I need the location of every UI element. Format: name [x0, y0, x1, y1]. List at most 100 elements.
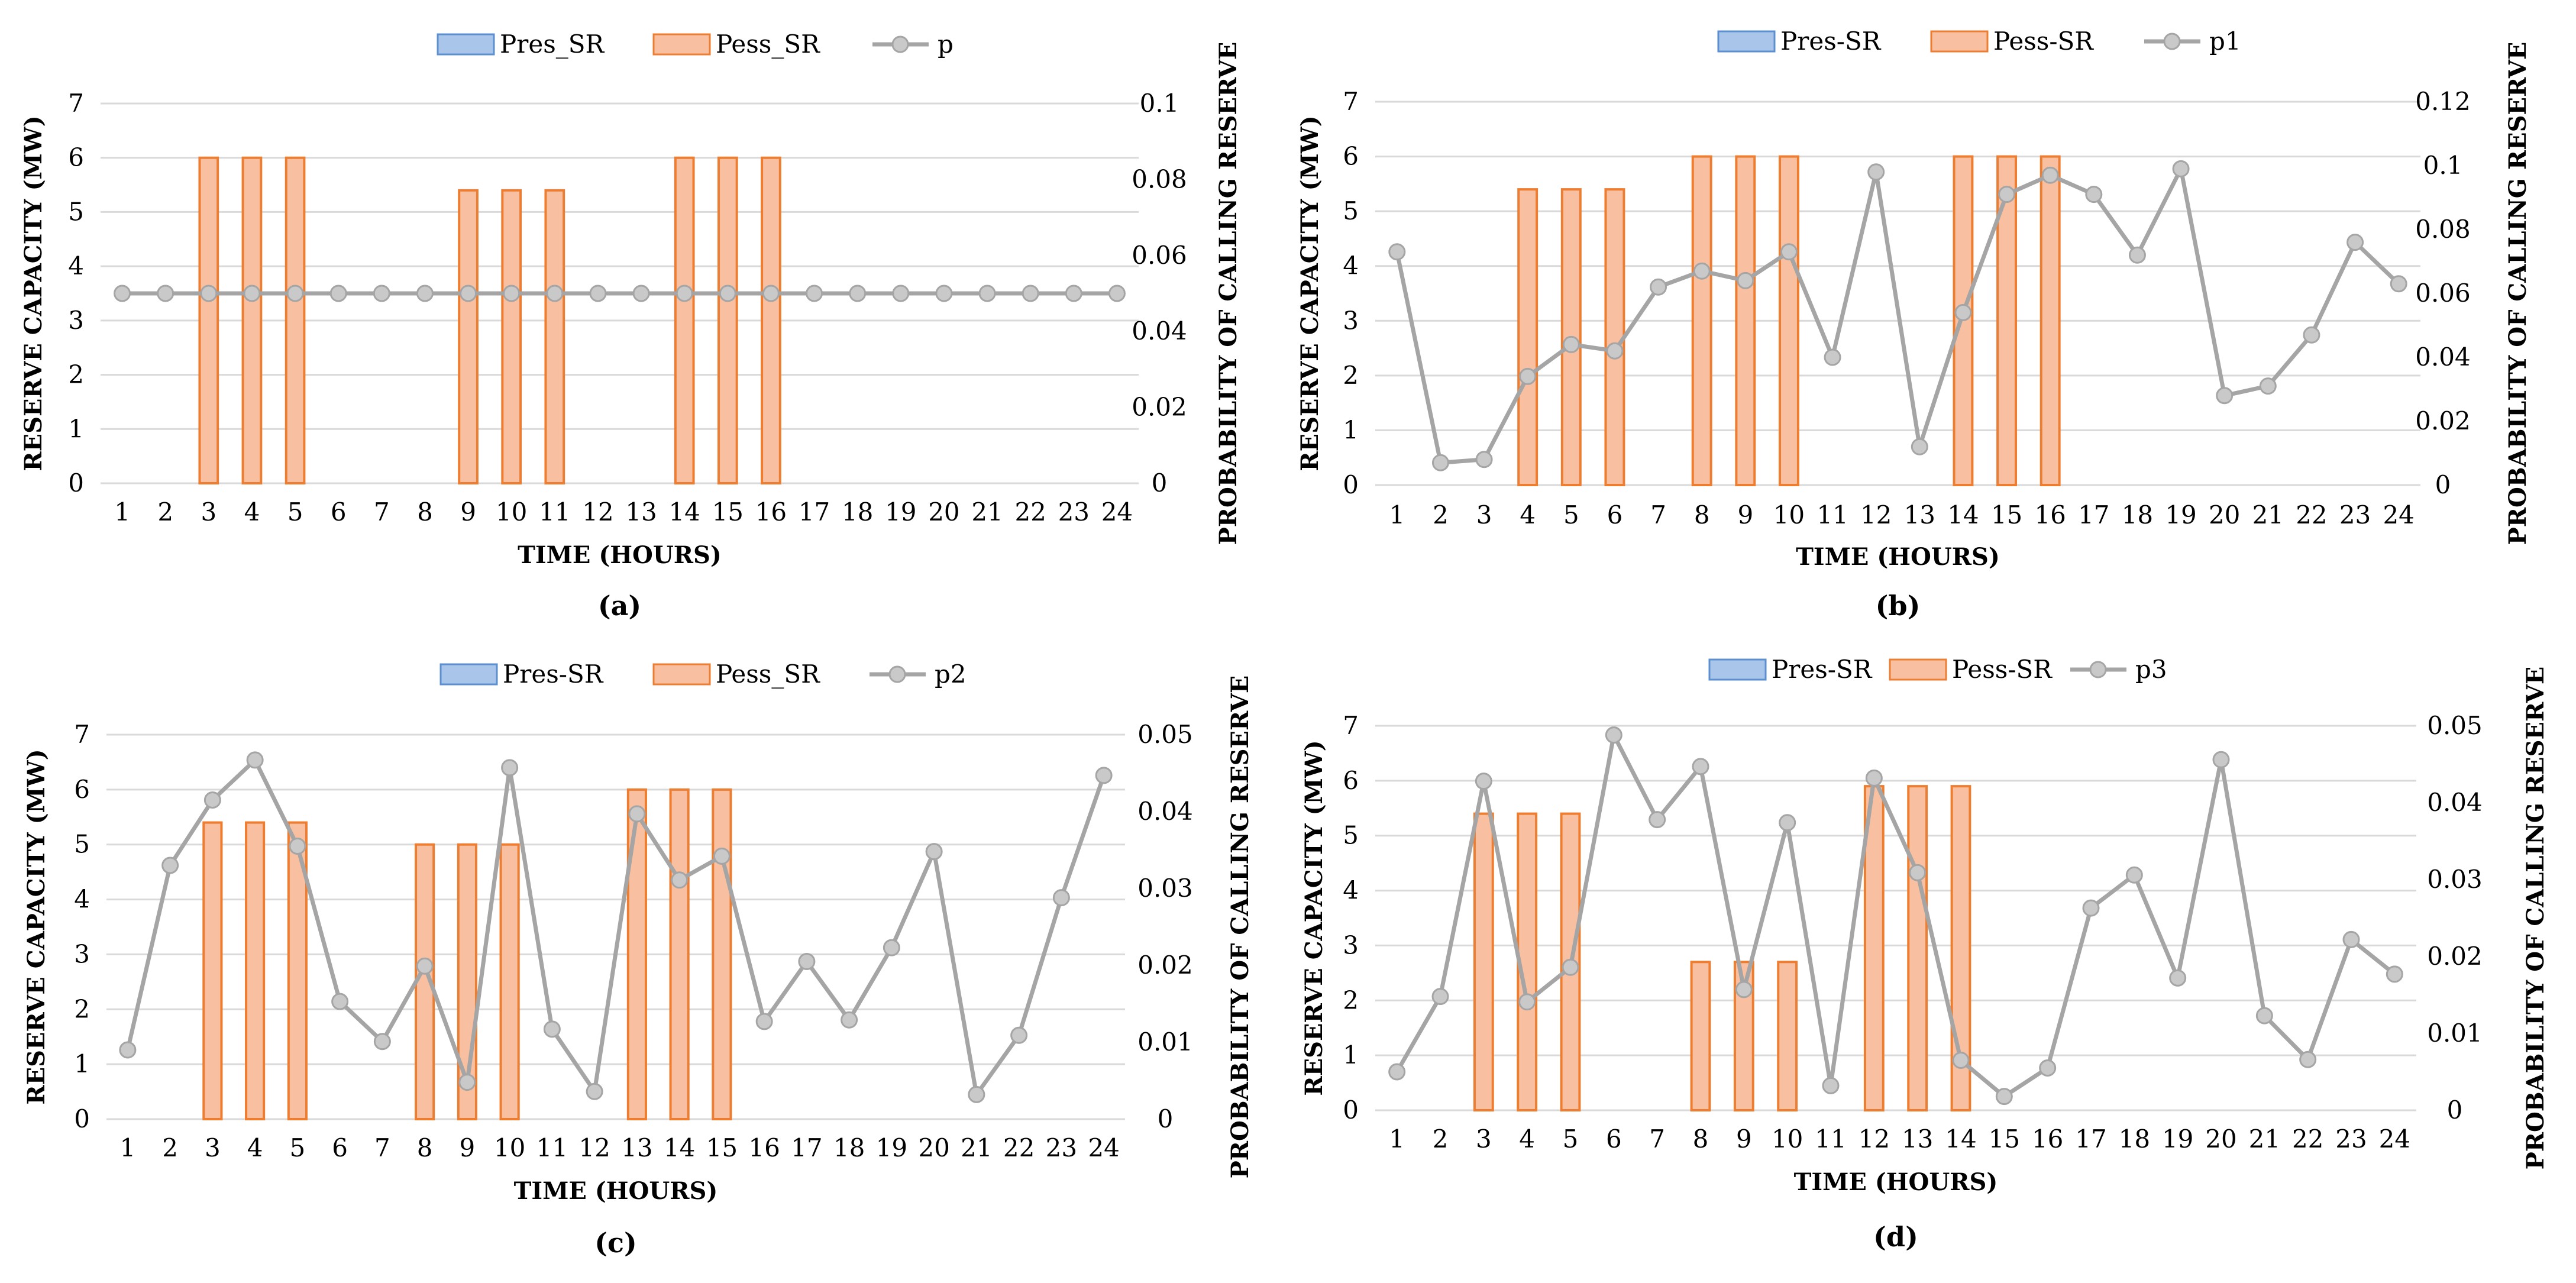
x-tick-label: 8	[417, 1133, 433, 1162]
y-tick-label: 1	[1343, 1040, 1359, 1069]
x-tick-label: 22	[2296, 500, 2327, 529]
probability-line	[1395, 733, 2396, 1099]
probability-point	[1388, 1063, 1406, 1081]
y-tick-label: 1	[74, 1049, 90, 1078]
probability-point	[329, 285, 347, 302]
y2-tick-label: 0.06	[1132, 241, 1187, 270]
probability-point	[1562, 958, 1579, 976]
probability-point	[1995, 1088, 2013, 1106]
x-tick-label: 8	[417, 497, 433, 526]
pess-bar	[499, 843, 520, 1120]
y-tick-label: 4	[1343, 876, 1359, 905]
pess-bar	[674, 156, 695, 484]
probability-point	[1605, 726, 1622, 744]
probability-point	[762, 285, 780, 302]
probability-point	[1650, 278, 1667, 296]
pess-bar	[198, 156, 219, 484]
pess-bar	[458, 189, 479, 484]
x-tick-label: 11	[1815, 1124, 1846, 1153]
probability-point	[1475, 773, 1492, 790]
x-tick-label: 9	[460, 1133, 476, 1162]
legend-label-pess: Pess-SR	[1952, 655, 2053, 684]
y2-axis-title: PROBABILITY OF CALLING RESERVE	[2504, 42, 2532, 545]
y-tick-label: 4	[74, 885, 90, 914]
x-tick-label: 18	[2119, 1124, 2150, 1153]
y2-tick-label: 0.02	[2427, 942, 2483, 971]
pess-bar	[544, 189, 565, 484]
legend-swatch-marker	[2089, 661, 2107, 678]
panel-caption: (a)	[598, 590, 641, 622]
legend-label-pess: Pess_SR	[716, 30, 820, 59]
x-tick-label: 5	[290, 1133, 306, 1162]
legend: Pres-SR Pess-SR p3	[1708, 655, 2167, 684]
y2-tick-label: 0	[2435, 470, 2451, 499]
y-tick-label: 7	[68, 89, 84, 118]
y2-tick-label: 0.01	[2427, 1019, 2483, 1048]
y2-tick-label: 0.05	[1137, 720, 1193, 749]
x-tick-label: 4	[244, 497, 260, 526]
x-tick-label: 24	[1101, 497, 1133, 526]
probability-point	[1022, 285, 1039, 302]
probability-point	[1824, 348, 1841, 366]
probability-point	[2172, 160, 2190, 177]
x-tick-label: 2	[1433, 1124, 1449, 1153]
x-tick-label: 2	[1433, 500, 1449, 529]
x-tick-label: 20	[2209, 500, 2240, 529]
probability-point	[2128, 246, 2146, 264]
y2-tick-label: 0.05	[2427, 711, 2483, 740]
y2-axis-title: PROBABILITY OF CALLING RESERVE	[1226, 676, 1254, 1179]
x-tick-label: 16	[2032, 1124, 2063, 1153]
x-tick-label: 3	[1476, 500, 1492, 529]
probability-point	[755, 1013, 773, 1030]
probability-point	[161, 857, 179, 874]
legend-swatch-pess	[1930, 30, 1989, 53]
x-tick-label: 21	[961, 1133, 992, 1162]
pess-bar	[241, 156, 263, 484]
y-tick-label: 3	[68, 306, 84, 335]
pess-bar	[1907, 785, 1928, 1111]
probability-point	[503, 285, 521, 302]
probability-point	[200, 285, 218, 302]
legend-swatch-marker	[888, 665, 906, 683]
x-tick-label: 8	[1693, 1124, 1709, 1153]
probability-point	[671, 871, 689, 889]
x-axis-title: TIME (HOURS)	[514, 1177, 718, 1205]
x-tick-label: 19	[885, 497, 916, 526]
probability-point	[1431, 454, 1449, 471]
x-tick-label: 22	[1014, 497, 1046, 526]
pess-bar	[1691, 155, 1712, 487]
x-tick-label: 23	[2339, 500, 2371, 529]
x-tick-label: 9	[460, 497, 476, 526]
x-tick-label: 13	[1902, 1124, 1933, 1153]
y-tick-label: 0	[68, 468, 84, 497]
x-tick-label: 23	[1046, 1133, 1077, 1162]
x-tick-label: 24	[2379, 1124, 2410, 1153]
probability-point	[289, 838, 306, 855]
probability-point	[1095, 767, 1113, 784]
probability-point	[546, 285, 564, 302]
legend-label-pres: Pres-SR	[1772, 655, 1873, 684]
x-tick-label: 12	[578, 1133, 610, 1162]
legend-label-pres: Pres-SR	[1780, 27, 1882, 56]
x-tick-label: 11	[536, 1133, 568, 1162]
legend-label-p: p2	[935, 660, 967, 689]
x-tick-label: 3	[1476, 1124, 1492, 1153]
x-tick-label: 13	[621, 1133, 652, 1162]
probability-point	[203, 791, 221, 809]
probability-point	[628, 805, 646, 823]
y2-tick-label: 0.03	[2427, 865, 2483, 894]
x-tick-label: 5	[287, 497, 303, 526]
x-tick-label: 17	[2075, 1124, 2106, 1153]
probability-point	[586, 1082, 603, 1100]
y2-tick-label: 0.1	[2423, 151, 2463, 180]
y-tick-label: 5	[68, 197, 84, 226]
y2-tick-label: 0.08	[1132, 164, 1187, 193]
x-tick-label: 7	[1649, 1124, 1665, 1153]
pess-bar	[1473, 812, 1494, 1111]
probability-point	[2259, 377, 2277, 395]
x-tick-label: 22	[2292, 1124, 2323, 1153]
x-tick-label: 24	[1088, 1133, 1119, 1162]
x-tick-label: 1	[114, 497, 130, 526]
